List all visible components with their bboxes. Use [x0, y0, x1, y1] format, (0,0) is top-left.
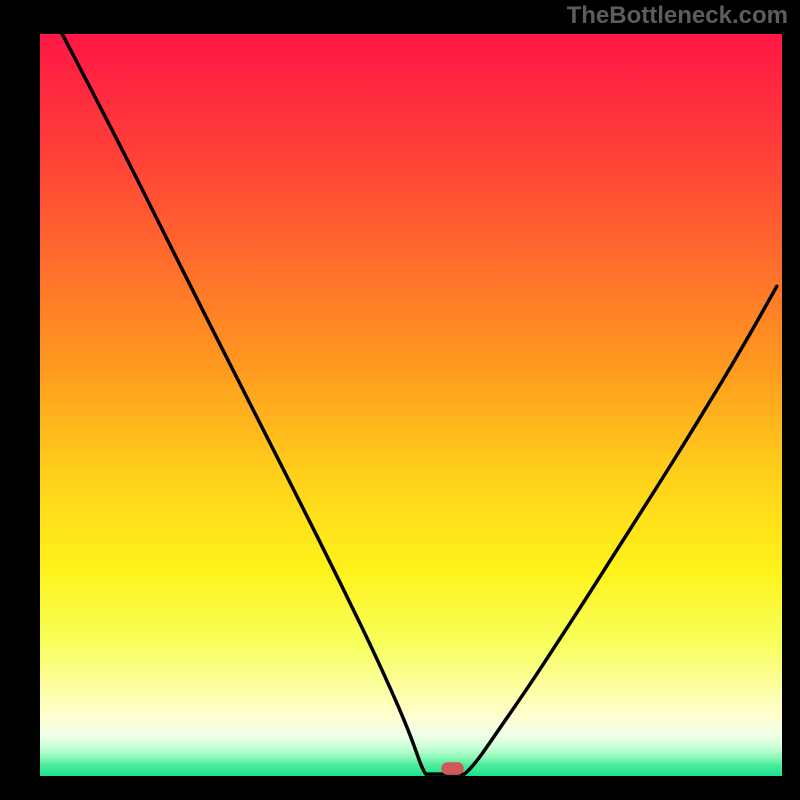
plot-background	[40, 34, 782, 776]
bottleneck-plot	[40, 34, 782, 776]
chart-stage: TheBottleneck.com	[0, 0, 800, 800]
watermark-text: TheBottleneck.com	[567, 2, 788, 30]
optimum-marker	[441, 762, 463, 775]
